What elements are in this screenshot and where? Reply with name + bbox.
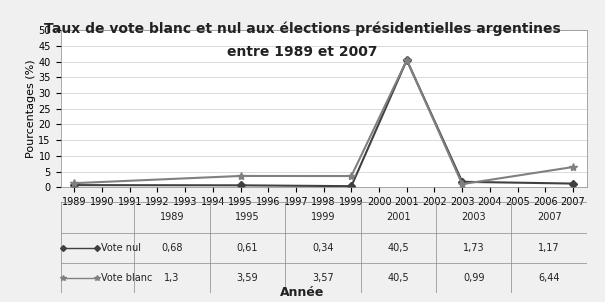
Vote blanc	[569, 165, 577, 169]
Text: 0,34: 0,34	[312, 243, 333, 253]
Text: 2003: 2003	[462, 212, 486, 223]
Text: 1,73: 1,73	[463, 243, 485, 253]
Vote blanc	[403, 58, 410, 62]
Text: entre 1989 et 2007: entre 1989 et 2007	[227, 45, 378, 59]
Text: 0,68: 0,68	[161, 243, 183, 253]
Text: 1995: 1995	[235, 212, 260, 223]
Text: 0,99: 0,99	[463, 273, 485, 283]
Vote blanc	[459, 182, 466, 186]
Text: 3,59: 3,59	[237, 273, 258, 283]
Vote nul	[459, 180, 466, 184]
Y-axis label: Pourcentages (%): Pourcentages (%)	[25, 59, 36, 158]
Vote nul	[237, 184, 244, 187]
Text: Taux de vote blanc et nul aux élections présidentielles argentines: Taux de vote blanc et nul aux élections …	[44, 21, 561, 36]
Text: 3,57: 3,57	[312, 273, 334, 283]
Text: 40,5: 40,5	[387, 273, 409, 283]
Line: Vote nul: Vote nul	[71, 57, 576, 189]
Text: Année: Année	[280, 286, 325, 299]
Text: 2007: 2007	[537, 212, 561, 223]
Text: 0,61: 0,61	[237, 243, 258, 253]
Vote blanc	[237, 174, 244, 178]
Vote nul	[403, 58, 410, 62]
Text: 1,3: 1,3	[164, 273, 180, 283]
Text: 1999: 1999	[310, 212, 335, 223]
Text: 2001: 2001	[386, 212, 411, 223]
Line: Vote blanc: Vote blanc	[70, 56, 577, 188]
Vote nul	[71, 183, 78, 187]
Vote nul	[569, 182, 577, 185]
Text: 1989: 1989	[160, 212, 184, 223]
Text: 6,44: 6,44	[538, 273, 560, 283]
Vote blanc	[71, 181, 78, 185]
Text: Vote nul: Vote nul	[101, 243, 141, 253]
Text: Vote blanc: Vote blanc	[101, 273, 152, 283]
Text: 1,17: 1,17	[538, 243, 560, 253]
Vote nul	[348, 184, 355, 188]
Text: 40,5: 40,5	[387, 243, 409, 253]
Vote blanc	[348, 174, 355, 178]
